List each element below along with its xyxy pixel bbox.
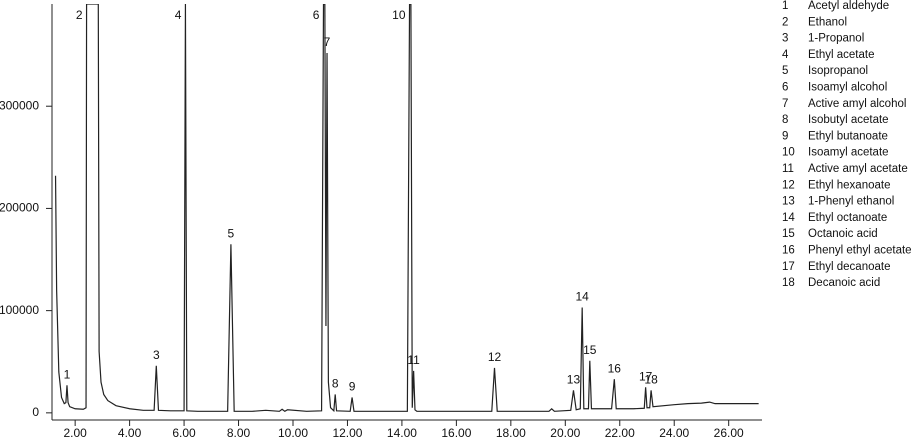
x-tick-label: 12.00 bbox=[332, 426, 362, 438]
legend-name: Isoamyl alcohol bbox=[808, 82, 887, 94]
peak-label: 10 bbox=[392, 8, 406, 22]
peak-label: 13 bbox=[567, 373, 581, 387]
x-tick-label: 6.00 bbox=[172, 426, 196, 438]
legend-name: Ethanol bbox=[808, 16, 847, 28]
peak-label: 11 bbox=[407, 353, 420, 367]
peak-label: 14 bbox=[576, 290, 590, 304]
x-tick-label: 24.00 bbox=[659, 426, 689, 438]
x-tick-label: 10.00 bbox=[278, 426, 308, 438]
peak-label: 9 bbox=[349, 380, 356, 394]
legend-number: 10 bbox=[782, 147, 795, 159]
peak-label: 16 bbox=[608, 361, 622, 375]
x-tick-label: 18.00 bbox=[496, 426, 526, 438]
peak-label: 6 bbox=[313, 8, 320, 22]
y-tick-label: 0 bbox=[32, 405, 39, 419]
x-tick-label: 8.00 bbox=[227, 426, 251, 438]
peak-label: 2 bbox=[76, 8, 83, 22]
peak-label: 7 bbox=[324, 35, 331, 49]
peak-label: 17 bbox=[639, 369, 653, 383]
legend-name: Isobutyl acetate bbox=[808, 114, 889, 126]
legend-name: Ethyl acetate bbox=[808, 49, 874, 61]
legend-number: 9 bbox=[782, 130, 788, 142]
legend-number: 18 bbox=[782, 277, 795, 289]
x-tick-label: 22.00 bbox=[605, 426, 635, 438]
legend-name: 1-Phenyl ethanol bbox=[808, 196, 894, 208]
legend-name: Decanoic acid bbox=[808, 277, 880, 289]
legend-number: 17 bbox=[782, 261, 795, 273]
peak-label: 1 bbox=[64, 367, 71, 381]
peak-label: 15 bbox=[583, 343, 597, 357]
x-tick-label: 20.00 bbox=[550, 426, 580, 438]
legend-number: 12 bbox=[782, 179, 795, 191]
legend-name: 1-Propanol bbox=[808, 33, 864, 45]
legend-number: 2 bbox=[782, 16, 788, 28]
x-tick-label: 16.00 bbox=[441, 426, 471, 438]
legend-number: 11 bbox=[782, 163, 794, 175]
legend: 1 Acetyl aldehyde 2 Ethanol 3 1-Propanol 4 Ethy… bbox=[782, 0, 912, 289]
legend-name: Ethyl butanoate bbox=[808, 130, 888, 142]
legend-name: Ethyl octanoate bbox=[808, 212, 887, 224]
peak-label: 8 bbox=[332, 377, 339, 391]
legend-number: 7 bbox=[782, 98, 788, 110]
legend-name: Active amyl acetate bbox=[808, 163, 908, 175]
legend-number: 1 bbox=[782, 0, 788, 12]
legend-name: Isopropanol bbox=[808, 65, 868, 77]
x-tick-label: 2.00 bbox=[63, 426, 87, 438]
y-tick-label: 300000 bbox=[0, 98, 39, 112]
legend-name: Isoamyl acetate bbox=[808, 147, 889, 159]
legend-number: 15 bbox=[782, 228, 795, 240]
x-tick-label: 4.00 bbox=[118, 426, 142, 438]
peak-label: 3 bbox=[153, 348, 160, 362]
legend-number: 3 bbox=[782, 33, 788, 45]
peak-label: 12 bbox=[488, 350, 502, 364]
legend-number: 13 bbox=[782, 196, 795, 208]
legend-name: Octanoic acid bbox=[808, 228, 878, 240]
legend-name: Active amyl alcohol bbox=[808, 98, 906, 110]
legend-number: 14 bbox=[782, 212, 795, 224]
legend-name: Ethyl hexanoate bbox=[808, 179, 890, 191]
peak-label: 5 bbox=[228, 226, 235, 240]
legend-name: Acetyl aldehyde bbox=[808, 0, 889, 12]
legend-number: 8 bbox=[782, 114, 788, 126]
x-tick-label: 14.00 bbox=[387, 426, 417, 438]
trace bbox=[54, 4, 759, 413]
legend-name: Phenyl ethyl acetate bbox=[808, 245, 912, 257]
legend-number: 6 bbox=[782, 82, 788, 94]
y-tick-label: 100000 bbox=[0, 303, 39, 317]
peak-label: 18 bbox=[644, 373, 658, 387]
legend-number: 4 bbox=[782, 49, 789, 61]
peak-label: 4 bbox=[175, 8, 182, 22]
legend-name: Ethyl decanoate bbox=[808, 261, 890, 273]
y-tick-label: 200000 bbox=[0, 201, 39, 215]
legend-number: 16 bbox=[782, 245, 795, 257]
legend-number: 5 bbox=[782, 65, 788, 77]
x-tick-label: 26.00 bbox=[714, 426, 744, 438]
